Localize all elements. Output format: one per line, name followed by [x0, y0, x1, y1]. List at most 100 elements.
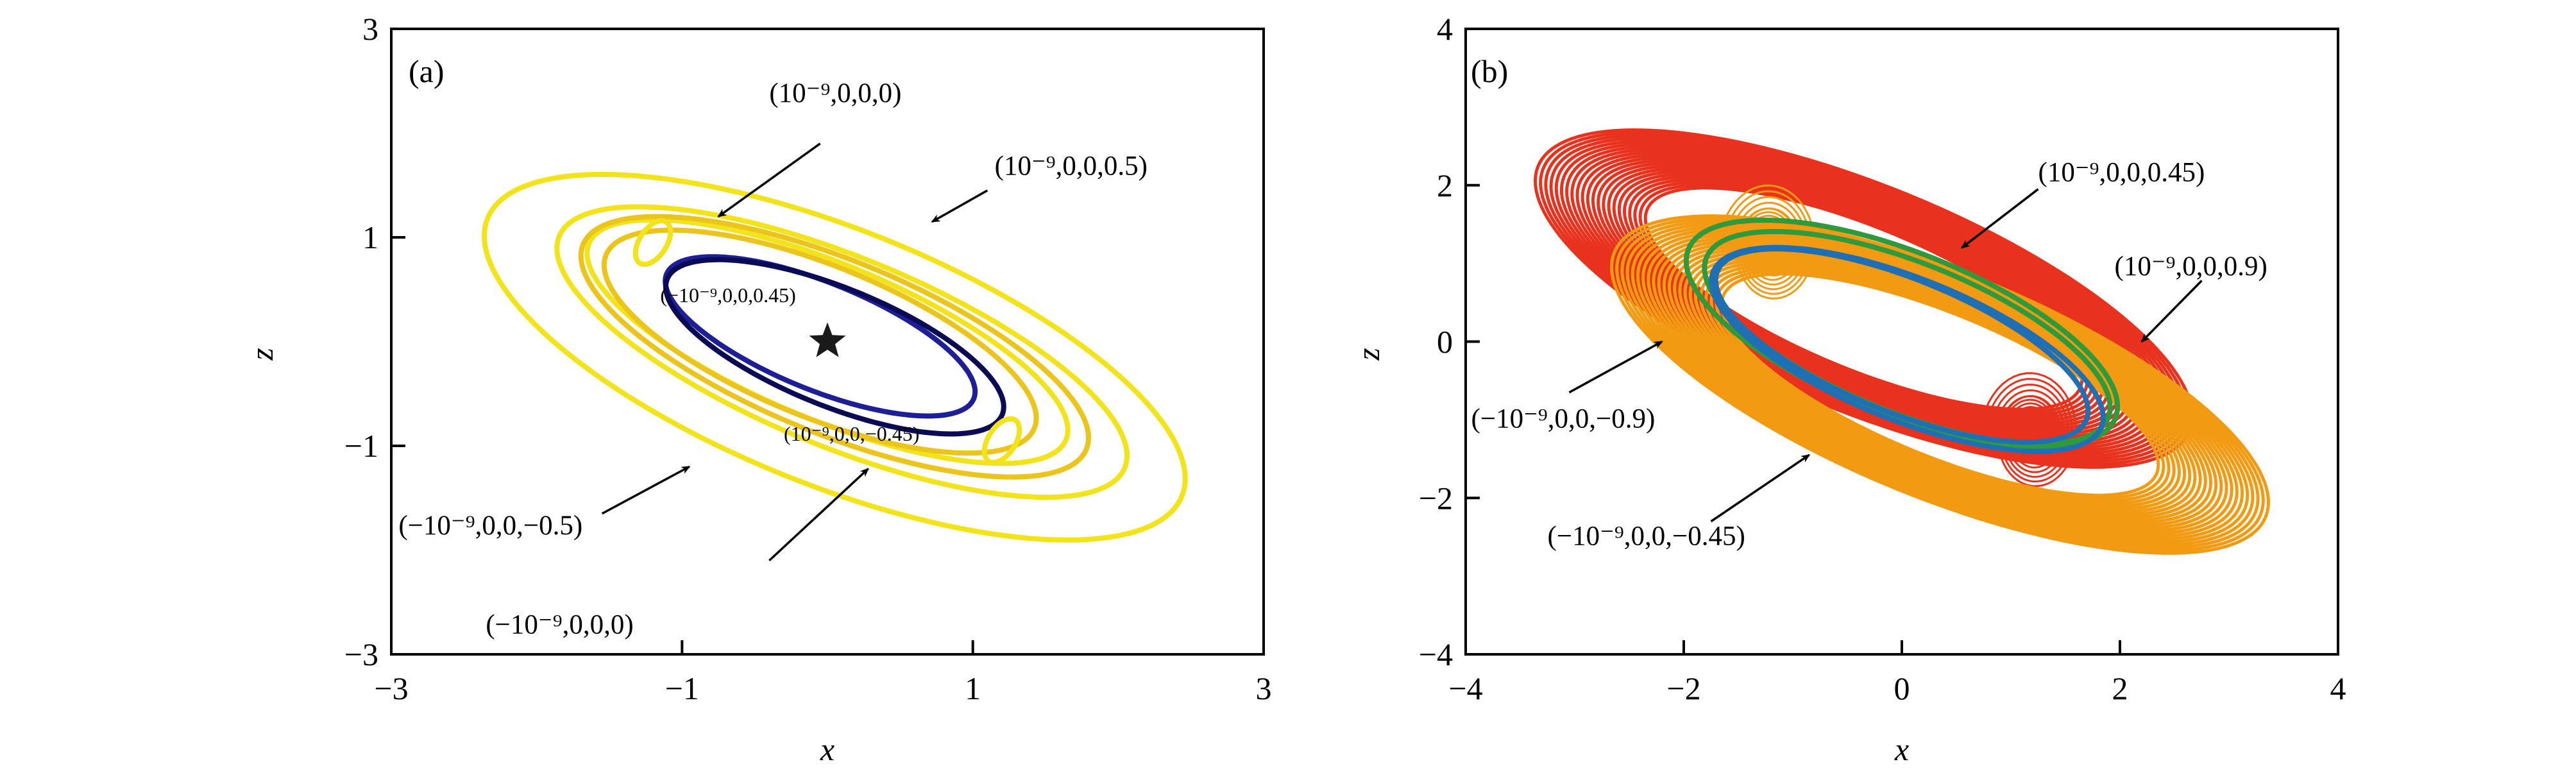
- band-0-wing-0-3: [1984, 378, 2073, 482]
- curve-0-loop-0: [481, 171, 1188, 543]
- curve-1-loop-0: [601, 227, 1039, 456]
- annotation-label: (−10⁻⁹,0,0,0.45): [660, 284, 795, 307]
- x-tick-label: 3: [1256, 670, 1272, 706]
- annotations-a: (10⁻⁹,0,0,0) (10⁻⁹,0,0,0.5) (−10⁻⁹,0,0,0.4…: [398, 78, 1148, 640]
- band-1-orbit-18: [1625, 223, 2255, 547]
- band-1-orbit-14: [1647, 234, 2233, 536]
- band-1-orbit-1: [1715, 269, 2165, 500]
- annotation-label: (10⁻⁹,0,0,−0.45): [784, 422, 919, 445]
- band-0-orbit-19: [1544, 133, 2183, 464]
- x-tick-label: 4: [2330, 670, 2346, 706]
- band-1-orbit-15: [1641, 230, 2239, 539]
- y-tick-label: 3: [362, 11, 378, 47]
- curve-1-loop-0: [1709, 244, 2106, 454]
- plot-area-b: [1533, 128, 2271, 555]
- plot-area-a: [481, 171, 1188, 543]
- y-axis-label-a: z: [244, 348, 280, 361]
- curve-1-loop-1: [578, 214, 1091, 480]
- ticks-b: −4 −2 0 2 4 4 2 0 −2 −4: [1419, 11, 2346, 706]
- y-tick-label: −3: [344, 636, 378, 672]
- band-0-orbit-21: [1533, 128, 2194, 469]
- band-1-orbit-17: [1631, 225, 2250, 544]
- curve-3-loop-0: [663, 257, 1006, 437]
- band-1-orbit-11: [1662, 242, 2218, 527]
- annotation-arrow: [2140, 280, 2203, 343]
- annotation-label: (10⁻⁹,0,0,0.45): [2038, 158, 2205, 188]
- curve-0-loop-1: [554, 204, 1130, 500]
- band-1-orbit-12: [1657, 239, 2223, 531]
- band-1-orbit-10: [1667, 244, 2213, 525]
- band-1-orbit-20: [1615, 217, 2265, 552]
- x-axis-label-b: x: [1894, 731, 1909, 767]
- band-1-orbit-7: [1683, 253, 2197, 516]
- curve-0-loop-2: [584, 217, 1071, 466]
- y-tick-label: −1: [344, 428, 378, 464]
- annotation-label: (−10⁻⁹,0,0,0): [486, 610, 633, 640]
- band-0-orbit-4: [1622, 175, 2105, 422]
- band-0-orbit-20: [1539, 131, 2189, 466]
- annotation-arrow: [601, 465, 691, 515]
- y-tick-label: 2: [1437, 167, 1453, 203]
- axes-frame-b: [1464, 28, 2339, 656]
- annotation-label: (10⁻⁹,0,0,0): [769, 78, 901, 108]
- band-1-orbit-9: [1673, 247, 2207, 522]
- band-0-wing-0-4: [1979, 372, 2077, 488]
- annotation-arrow: [931, 189, 988, 223]
- annotation-label: (−10⁻⁹,0,0,−0.45): [1548, 521, 1745, 551]
- ticks-a: −3 −1 1 3 3 1 −1 −3: [344, 11, 1272, 706]
- band-0-wing-0-1: [1994, 389, 2065, 473]
- panel-a: −3 −1 1 331−1−3 (10⁻⁹,0,0,0)(10⁻⁹,0,0,0.5)(…: [244, 11, 1272, 767]
- annotation-arrow: [768, 468, 869, 562]
- yellow-lobe-0: [632, 218, 674, 268]
- annotation-label: (−10⁻⁹,0,0,−0.5): [398, 511, 582, 541]
- annotation-label: (10⁻⁹,0,0,0.5): [995, 151, 1148, 182]
- curve-0-loop-0: [1683, 217, 2121, 450]
- panel-label-b: (b): [1471, 53, 1508, 89]
- band-1-orbit-6: [1688, 255, 2192, 514]
- yellow-lobe-1: [981, 416, 1022, 465]
- x-tick-label: 0: [1894, 670, 1910, 706]
- axes-frame-a: [390, 28, 1265, 656]
- band-0-orbit-12: [1580, 153, 2147, 445]
- y-tick-label: −2: [1419, 480, 1453, 516]
- equilibrium-star-icon: [809, 322, 846, 357]
- x-tick-label: −4: [1448, 670, 1482, 706]
- band-0-orbit-6: [1612, 169, 2115, 428]
- y-tick-label: 1: [362, 219, 378, 255]
- band-0-orbit-11: [1586, 156, 2142, 441]
- y-tick-label: 0: [1437, 324, 1453, 360]
- panel-label-a: (a): [409, 53, 445, 89]
- curve-1-loop-1: [1713, 246, 2091, 445]
- x-axis-label-a: x: [820, 731, 835, 767]
- y-tick-label: 4: [1437, 11, 1453, 47]
- band-1-orbit-5: [1693, 258, 2187, 511]
- band-0-orbit-10: [1591, 158, 2137, 439]
- band-1-wing-0-4: [1718, 184, 1815, 300]
- band-0-orbit-5: [1617, 172, 2110, 425]
- annotation-arrow: [1710, 454, 1811, 523]
- band-1-orbit-16: [1636, 228, 2244, 541]
- band-1-wing-0-0: [1737, 207, 1800, 281]
- annotations-b: (10⁻⁹,0,0,0.45) (10⁻⁹,0,0,0.9) (−10⁻⁹,0,0,…: [1471, 158, 2267, 552]
- annotation-label: (10⁻⁹,0,0,0.9): [2115, 251, 2267, 282]
- band-0-orbit-9: [1597, 161, 2131, 436]
- band-1-orbit-13: [1652, 236, 2228, 533]
- y-tick-label: −4: [1419, 636, 1453, 672]
- band-0-wing-0-2: [1989, 384, 2069, 478]
- y-axis-label-b: z: [1350, 348, 1386, 361]
- band-0-orbit-8: [1602, 164, 2126, 433]
- x-tick-label: −3: [374, 670, 408, 706]
- x-tick-label: 1: [965, 670, 981, 706]
- band-1-orbit-21: [1609, 214, 2271, 555]
- x-tick-label: −2: [1666, 670, 1700, 706]
- x-tick-label: −1: [665, 670, 699, 706]
- annotation-arrow: [717, 142, 821, 217]
- annotation-arrow: [1568, 340, 1663, 394]
- annotation-label: (−10⁻⁹,0,0,−0.9): [1471, 404, 1656, 434]
- band-1-orbit-19: [1620, 219, 2260, 550]
- band-0-wing-0-0: [1999, 395, 2062, 469]
- curve-2-loop-0: [663, 254, 978, 419]
- band-0-orbit-7: [1607, 167, 2121, 430]
